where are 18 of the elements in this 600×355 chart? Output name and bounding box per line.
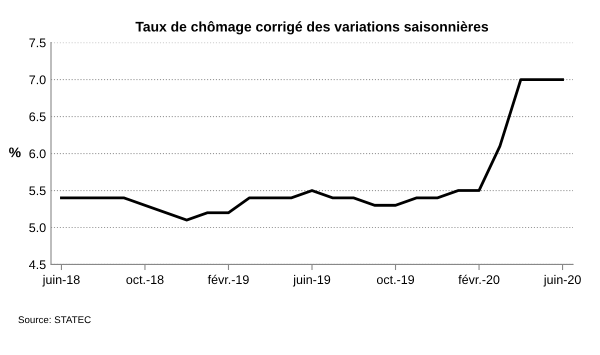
line-series	[60, 78, 564, 222]
y-axis-title: %	[9, 147, 21, 158]
y-tick-label: 6.0	[29, 149, 46, 158]
chart-title: Taux de chômage corrigé des variations saisonnières	[136, 21, 488, 34]
y-tick-label: 6.5	[29, 112, 46, 122]
x-tick-label: févr.-19	[208, 274, 249, 284]
y-tick-label: 5.5	[29, 186, 46, 196]
source-note: Source: STATEC	[18, 316, 91, 324]
x-tick-label: févr.-20	[458, 274, 500, 284]
x-tick-label: oct.-19	[376, 275, 414, 284]
x-tick-label: juin-20	[543, 274, 581, 287]
y-tick-label: 7.0	[29, 75, 46, 84]
x-tick-label: juin-19	[292, 274, 330, 287]
y-tick-label: 5.0	[29, 223, 46, 232]
x-tick-label: oct.-18	[126, 275, 164, 284]
x-tick-label: juin-18	[42, 274, 80, 287]
y-tick-label: 4.5	[29, 260, 46, 270]
y-tick-label: 7.5	[29, 38, 46, 48]
